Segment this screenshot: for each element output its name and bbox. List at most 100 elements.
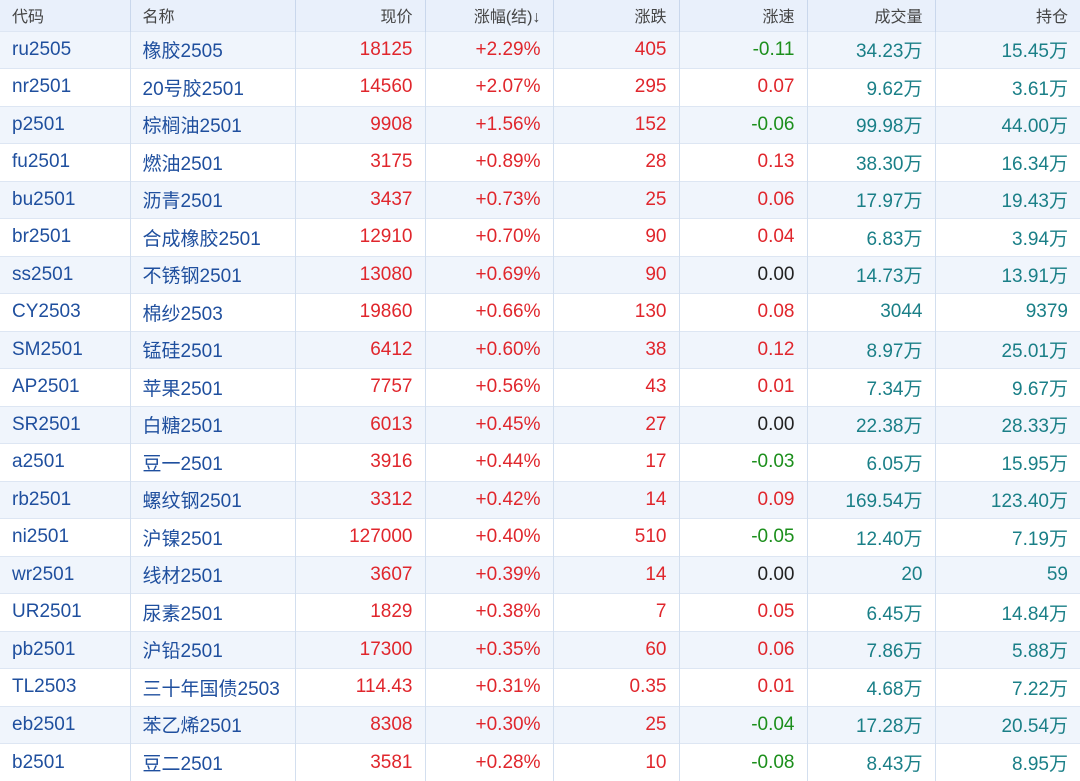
cell-speed: 0.05 <box>679 593 808 631</box>
table-row[interactable]: pb2501 沪铅2501 17300 +0.35% 60 0.06 7.86万 5.88万 <box>0 630 1080 669</box>
cell-price: 3607 <box>295 555 426 594</box>
table-row[interactable]: ru2505 橡胶2505 18125 +2.29% 405 -0.11 34.23万 15.… <box>0 30 1080 69</box>
cell-name: 棕榈油2501 <box>130 105 296 144</box>
cell-volume: 8.43万 <box>807 743 936 781</box>
header-change-percent-sorted[interactable]: 涨幅(结)↓ <box>425 0 554 31</box>
cell-name: 沪铅2501 <box>130 630 296 669</box>
table-row[interactable]: rb2501 螺纹钢2501 3312 +0.42% 14 0.09 169.54万 123.… <box>0 480 1080 519</box>
cell-speed: 0.12 <box>679 330 808 369</box>
table-row[interactable]: CY2503 棉纱2503 19860 +0.66% 130 0.08 3044 9379 <box>0 293 1080 331</box>
cell-price: 114.43 <box>295 668 426 706</box>
cell-change-percent: +0.66% <box>425 293 554 331</box>
cell-open-interest: 9.67万 <box>935 368 1080 406</box>
cell-volume: 6.05万 <box>807 443 936 481</box>
cell-change: 10 <box>553 743 680 781</box>
cell-speed: -0.05 <box>679 518 808 556</box>
cell-change: 17 <box>553 443 680 481</box>
cell-speed: 0.01 <box>679 368 808 406</box>
cell-price: 3437 <box>295 180 426 219</box>
cell-volume: 38.30万 <box>807 143 936 181</box>
cell-change-percent: +0.40% <box>425 518 554 556</box>
cell-price: 127000 <box>295 518 426 556</box>
cell-open-interest: 123.40万 <box>935 480 1080 519</box>
cell-name: 三十年国债2503 <box>130 668 296 706</box>
cell-volume: 22.38万 <box>807 405 936 444</box>
cell-change: 0.35 <box>553 668 680 706</box>
cell-change: 90 <box>553 255 680 294</box>
cell-code: SM2501 <box>0 330 131 369</box>
table-row[interactable]: TL2503 三十年国债2503 114.43 +0.31% 0.35 0.01 4.68万… <box>0 668 1080 706</box>
table-row[interactable]: b2501 豆二2501 3581 +0.28% 10 -0.08 8.43万 8.95万 <box>0 743 1080 781</box>
cell-code: ni2501 <box>0 518 131 556</box>
header-volume[interactable]: 成交量 <box>807 0 936 31</box>
cell-name: 不锈钢2501 <box>130 255 296 294</box>
table-row[interactable]: bu2501 沥青2501 3437 +0.73% 25 0.06 17.97万 19.43万 <box>0 180 1080 219</box>
cell-change-percent: +0.28% <box>425 743 554 781</box>
cell-change: 27 <box>553 405 680 444</box>
cell-code: nr2501 <box>0 68 131 106</box>
cell-open-interest: 15.95万 <box>935 443 1080 481</box>
header-open-interest[interactable]: 持仓 <box>1035 9 1068 27</box>
cell-volume: 7.34万 <box>807 368 936 406</box>
cell-name: 燃油2501 <box>130 143 296 181</box>
table-row[interactable]: fu2501 燃油2501 3175 +0.89% 28 0.13 38.30万 16.34万 <box>0 143 1080 181</box>
cell-code: rb2501 <box>0 480 131 519</box>
cell-code: CY2503 <box>0 293 131 331</box>
table-row[interactable]: UR2501 尿素2501 1829 +0.38% 7 0.05 6.45万 14.84万 <box>0 593 1080 631</box>
cell-change-percent: +2.07% <box>425 68 554 106</box>
cell-change-percent: +0.44% <box>425 443 554 481</box>
table-row[interactable]: nr2501 20号胶2501 14560 +2.07% 295 0.07 9.62万 3.6… <box>0 68 1080 106</box>
table-row[interactable]: eb2501 苯乙烯2501 8308 +0.30% 25 -0.04 17.28万 20.5… <box>0 705 1080 744</box>
table-row[interactable]: SR2501 白糖2501 6013 +0.45% 27 0.00 22.38万 28.33万 <box>0 405 1080 444</box>
cell-price: 3581 <box>295 743 426 781</box>
table-row[interactable]: br2501 合成橡胶2501 12910 +0.70% 90 0.04 6.83万 3.94… <box>0 218 1080 256</box>
table-row[interactable]: SM2501 锰硅2501 6412 +0.60% 38 0.12 8.97万 25.01万 <box>0 330 1080 369</box>
cell-volume: 20 <box>807 555 936 594</box>
cell-change: 510 <box>553 518 680 556</box>
cell-change: 152 <box>553 105 680 144</box>
cell-speed: 0.01 <box>679 668 808 706</box>
cell-speed: 0.08 <box>679 293 808 331</box>
cell-name: 棉纱2503 <box>130 293 296 331</box>
table-row[interactable]: ni2501 沪镍2501 127000 +0.40% 510 -0.05 12.40万 7.… <box>0 518 1080 556</box>
cell-change: 25 <box>553 180 680 219</box>
cell-speed: -0.08 <box>679 743 808 781</box>
cell-open-interest: 28.33万 <box>935 405 1080 444</box>
cell-speed: -0.06 <box>679 105 808 144</box>
cell-change: 130 <box>553 293 680 331</box>
cell-change: 14 <box>553 555 680 594</box>
table-row[interactable]: ss2501 不锈钢2501 13080 +0.69% 90 0.00 14.73万 13.9… <box>0 255 1080 294</box>
cell-change-percent: +0.39% <box>425 555 554 594</box>
header-name[interactable]: 名称 <box>130 0 296 31</box>
cell-speed: 0.00 <box>679 405 808 444</box>
cell-volume: 9.62万 <box>807 68 936 106</box>
cell-code: eb2501 <box>0 705 131 744</box>
cell-price: 14560 <box>295 68 426 106</box>
cell-open-interest: 7.19万 <box>935 518 1080 556</box>
cell-change: 25 <box>553 705 680 744</box>
table-row[interactable]: a2501 豆一2501 3916 +0.44% 17 -0.03 6.05万 15.95万 <box>0 443 1080 481</box>
cell-volume: 169.54万 <box>807 480 936 519</box>
cell-change-percent: +0.60% <box>425 330 554 369</box>
cell-name: 苯乙烯2501 <box>130 705 296 744</box>
cell-price: 6013 <box>295 405 426 444</box>
header-code[interactable]: 代码 <box>0 0 131 31</box>
cell-volume: 99.98万 <box>807 105 936 144</box>
cell-volume: 34.23万 <box>807 30 936 69</box>
cell-change: 60 <box>553 630 680 669</box>
header-change[interactable]: 涨跌 <box>553 0 680 31</box>
cell-name: 橡胶2505 <box>130 30 296 69</box>
header-price[interactable]: 现价 <box>295 0 426 31</box>
cell-speed: -0.03 <box>679 443 808 481</box>
cell-name: 苹果2501 <box>130 368 296 406</box>
cell-speed: 0.07 <box>679 68 808 106</box>
table-row[interactable]: wr2501 线材2501 3607 +0.39% 14 0.00 20 59 <box>0 555 1080 594</box>
table-row[interactable]: p2501 棕榈油2501 9908 +1.56% 152 -0.06 99.98万 44.0… <box>0 105 1080 144</box>
header-speed[interactable]: 涨速 <box>679 0 808 31</box>
cell-price: 6412 <box>295 330 426 369</box>
cell-open-interest: 16.34万 <box>935 143 1080 181</box>
cell-name: 豆一2501 <box>130 443 296 481</box>
cell-change-percent: +0.45% <box>425 405 554 444</box>
table-row[interactable]: AP2501 苹果2501 7757 +0.56% 43 0.01 7.34万 9.67万 <box>0 368 1080 406</box>
cell-open-interest: 44.00万 <box>935 105 1080 144</box>
